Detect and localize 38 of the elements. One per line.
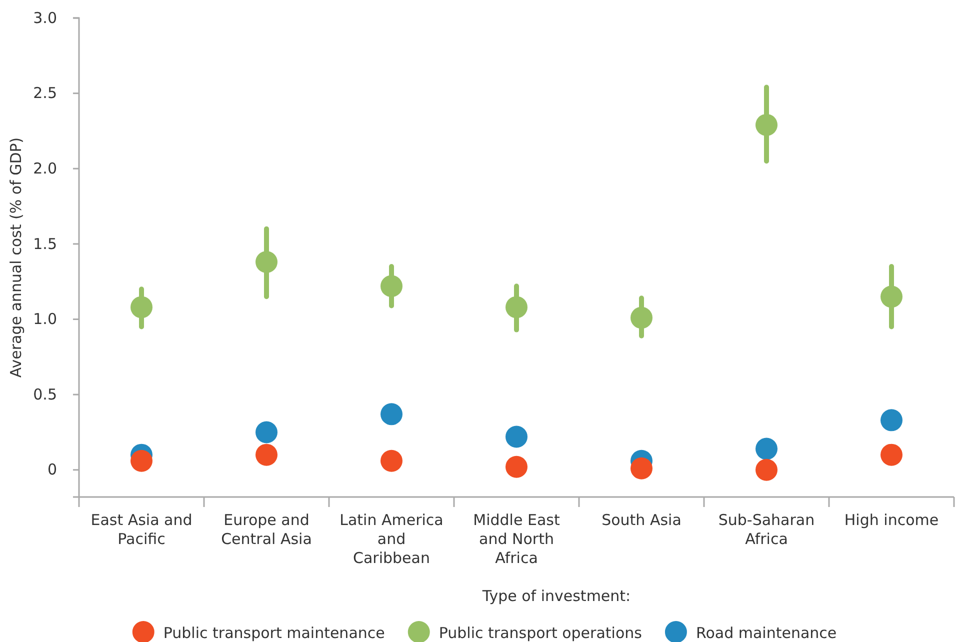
x-tick-label: South Asia xyxy=(602,511,682,529)
point xyxy=(256,421,278,444)
x-axis-title: Type of investment: xyxy=(481,587,631,605)
point xyxy=(756,458,778,481)
y-tick-label: 0 xyxy=(47,460,57,479)
legend-label: Public transport maintenance xyxy=(163,624,385,642)
point xyxy=(630,457,652,480)
point xyxy=(380,275,402,298)
x-tick-label: Middle East and North Africa xyxy=(473,511,560,567)
y-tick-label: 1.0 xyxy=(33,310,57,328)
point xyxy=(256,251,278,273)
x-tick-label: Sub-Saharan Africa xyxy=(718,511,815,548)
point xyxy=(130,296,152,318)
point xyxy=(630,306,652,329)
point xyxy=(756,114,778,136)
point xyxy=(130,450,152,472)
x-tick-label: Latin America and Caribbean xyxy=(340,511,444,567)
y-tick-label: 2.5 xyxy=(33,84,57,102)
y-tick-label: 0.5 xyxy=(33,385,57,404)
x-tick-label: East Asia and Pacific xyxy=(90,511,192,548)
point xyxy=(880,444,902,466)
point xyxy=(380,450,402,472)
y-axis-title: Average annual cost (% of GDP) xyxy=(7,137,25,378)
point xyxy=(756,438,778,460)
x-tick-label: High income xyxy=(844,511,939,529)
point xyxy=(380,403,402,426)
point xyxy=(506,426,528,448)
legend-label: Public transport operations xyxy=(438,624,642,642)
point xyxy=(256,444,278,466)
point xyxy=(880,409,902,432)
x-tick-label: Europe and Central Asia xyxy=(221,511,312,548)
y-tick-label: 2.0 xyxy=(33,159,57,178)
y-tick-label: 3.0 xyxy=(33,8,57,27)
y-tick-label: 1.5 xyxy=(33,234,57,253)
point xyxy=(506,296,528,318)
point xyxy=(880,286,902,308)
point xyxy=(506,456,528,478)
legend-label: Road maintenance xyxy=(696,624,837,642)
